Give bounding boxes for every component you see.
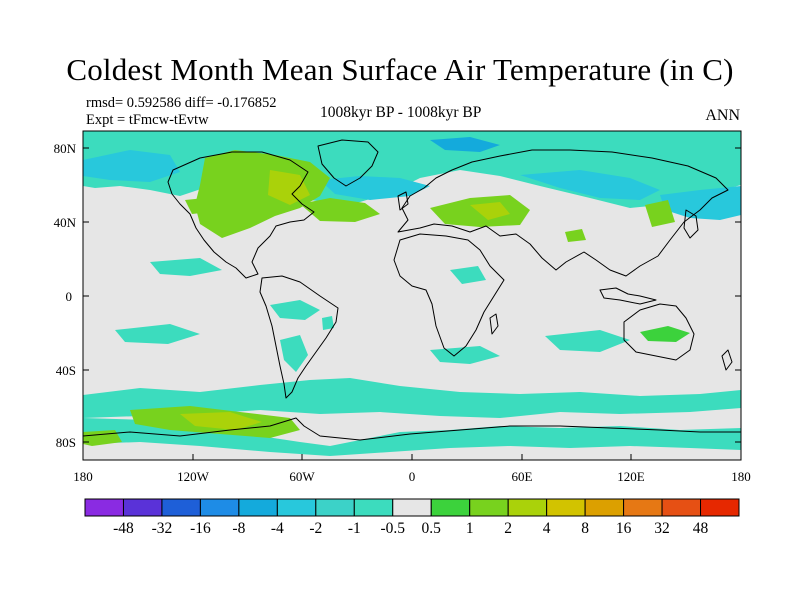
colorbar-box <box>276 498 317 517</box>
africa-outline <box>393 233 505 357</box>
colorbar-box <box>623 498 663 517</box>
colorbar-box <box>700 498 740 517</box>
colorbar-box <box>584 498 625 517</box>
north-america-outline <box>167 151 315 279</box>
colorbar-label: -48 <box>113 520 134 537</box>
colorbar-label: 0.5 <box>422 520 442 537</box>
colorbar-box <box>661 498 702 517</box>
eurasia-outline <box>397 149 729 277</box>
colorbar-box <box>353 498 394 517</box>
colorbar-label: 32 <box>654 520 670 537</box>
experiment-text: Expt = tFmcw-tEvtw <box>86 112 209 128</box>
colorbar-label: 8 <box>581 520 589 537</box>
uk-outline <box>397 191 409 211</box>
japan-outline <box>683 209 699 239</box>
colorbar-label: 4 <box>543 520 551 537</box>
australia-outline <box>623 303 695 361</box>
colorbar-boxes <box>84 498 740 517</box>
colorbar-label: -2 <box>309 520 322 537</box>
colorbar-box <box>469 498 509 517</box>
lon-label-180e: 180 <box>731 469 751 484</box>
lon-label-120e: 120E <box>617 469 645 484</box>
plot-info: rmsd= 0.592586 diff= -0.176852 Expt = tF… <box>86 95 276 129</box>
lon-label-120w: 120W <box>177 469 210 484</box>
plot-title: Coldest Month Mean Surface Air Temperatu… <box>66 52 734 87</box>
colorbar-box <box>315 498 355 517</box>
colorbar-box <box>507 498 548 517</box>
colorbar-label: -16 <box>190 520 211 537</box>
colorbar-box <box>84 498 124 517</box>
lat-label-80s: 80S <box>56 435 76 450</box>
colorbar-label: 48 <box>693 520 709 537</box>
period-text: 1008kyr BP - 1008kyr BP <box>320 104 482 121</box>
lat-label-0: 0 <box>66 289 73 304</box>
axis-ticks <box>83 147 741 460</box>
colorbar-box <box>238 498 278 517</box>
colorbar-box <box>122 498 163 517</box>
lat-label-40s: 40S <box>56 363 76 378</box>
indonesia-outline <box>599 287 657 305</box>
lon-label-0: 0 <box>409 469 416 484</box>
colorbar-label: 16 <box>616 520 632 537</box>
season-text: ANN <box>705 107 740 124</box>
colorbar-label: -4 <box>271 520 284 537</box>
coastlines <box>83 139 741 441</box>
colorbar-box <box>161 498 201 517</box>
latitude-labels: 80N 40N 0 40S 80S <box>54 141 77 450</box>
lon-label-60w: 60W <box>289 469 315 484</box>
colorbar-label: -8 <box>232 520 245 537</box>
colorbar-label: 1 <box>466 520 474 537</box>
greenland-outline <box>317 139 379 187</box>
colorbar-box <box>199 498 240 517</box>
madagascar-outline <box>489 313 499 335</box>
lon-label-180w: 180 <box>73 469 93 484</box>
lat-label-40n: 40N <box>54 215 77 230</box>
colorbar-box <box>392 498 432 517</box>
colorbar-labels: -48 -32 -16 -8 -4 -2 -1 -0.5 0.5 1 2 4 8 16 32 48 <box>113 520 708 537</box>
colorbar-label: -0.5 <box>380 520 405 537</box>
colorbar-box <box>546 498 586 517</box>
new-zealand-outline <box>721 349 733 371</box>
south-america-outline <box>259 275 339 399</box>
colorbar-label: 2 <box>504 520 512 537</box>
longitude-labels: 180 120W 60W 0 60E 120E 180 <box>73 469 751 484</box>
lon-label-60e: 60E <box>512 469 533 484</box>
stats-text: rmsd= 0.592586 diff= -0.176852 <box>86 95 277 111</box>
colorbar-label: -32 <box>152 520 173 537</box>
map-panel: 80N 40N 0 40S 80S 180 120W 60W 0 60E 120… <box>54 130 751 484</box>
colorbar-label: -1 <box>348 520 361 537</box>
colorbar-box <box>430 498 471 517</box>
colorbar: -48 -32 -16 -8 -4 -2 -1 -0.5 0.5 1 2 4 8 16 32 48 <box>84 498 740 537</box>
lat-label-80n: 80N <box>54 141 77 156</box>
antarctica-outline <box>83 417 741 441</box>
